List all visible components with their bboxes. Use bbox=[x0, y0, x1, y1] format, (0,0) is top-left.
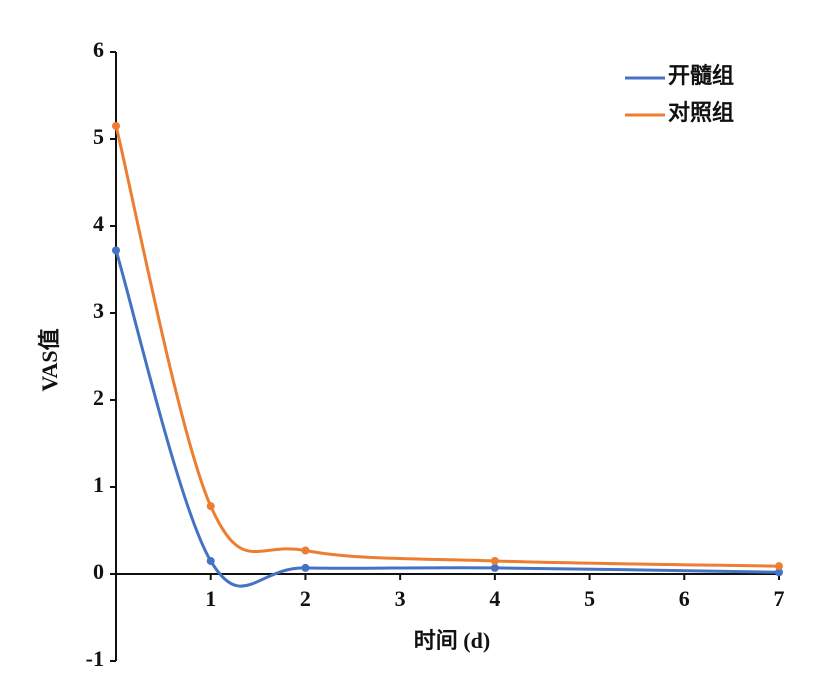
series-line bbox=[114, 249, 780, 588]
series-line bbox=[114, 125, 780, 568]
legend-label: 对照组 bbox=[668, 100, 734, 125]
y-tick-label: 0 bbox=[93, 559, 104, 584]
x-tick-label: 5 bbox=[584, 586, 595, 611]
y-tick-label: 2 bbox=[93, 385, 104, 410]
y-tick-label: 5 bbox=[93, 124, 104, 149]
x-tick-label: 1 bbox=[205, 586, 216, 611]
y-tick-label: 4 bbox=[93, 211, 104, 236]
x-tick-label: 2 bbox=[300, 586, 311, 611]
x-tick-label: 7 bbox=[774, 586, 785, 611]
legend-label: 开髓组 bbox=[668, 63, 734, 88]
y-tick-label: 3 bbox=[93, 298, 104, 323]
data-point bbox=[490, 556, 499, 565]
x-tick-label: 4 bbox=[489, 586, 500, 611]
y-tick-label: -1 bbox=[86, 646, 104, 671]
data-point bbox=[206, 556, 215, 565]
y-tick-label: 6 bbox=[93, 37, 104, 62]
data-point bbox=[206, 502, 215, 511]
data-point bbox=[775, 562, 783, 571]
x-tick-label: 6 bbox=[679, 586, 690, 611]
data-point bbox=[112, 246, 120, 255]
data-point bbox=[301, 563, 310, 572]
x-axis-label: 时间 (d) bbox=[414, 628, 490, 653]
data-point bbox=[112, 121, 120, 130]
y-tick-label: 1 bbox=[93, 472, 104, 497]
data-point bbox=[775, 568, 783, 577]
data-point bbox=[490, 563, 499, 572]
data-point bbox=[301, 546, 310, 555]
y-axis-label: VAS值 bbox=[37, 328, 62, 391]
x-tick-label: 3 bbox=[395, 586, 406, 611]
